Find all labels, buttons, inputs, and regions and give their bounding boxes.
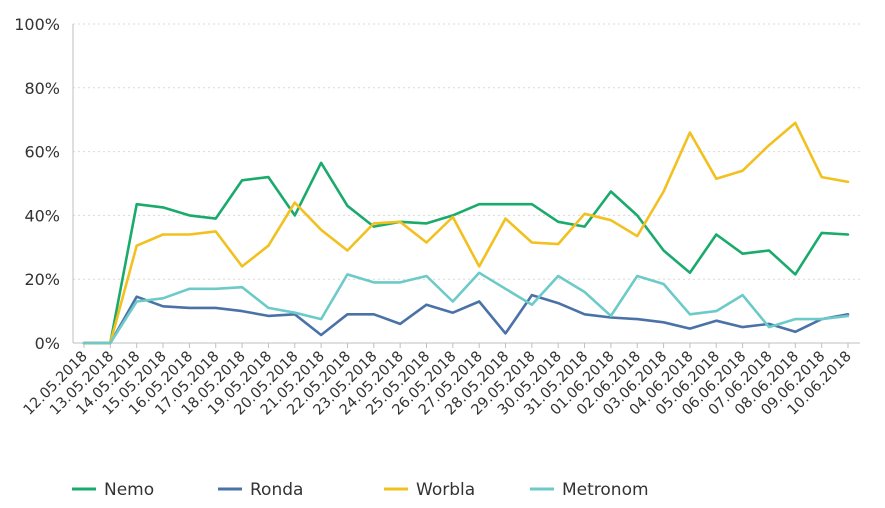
- y-tick-label: 60%: [24, 143, 60, 162]
- legend-label-nemo: Nemo: [104, 480, 154, 500]
- series-line-worbla: [82, 121, 850, 345]
- y-axis: 0% 20% 40% 60% 80% 100%: [14, 15, 60, 353]
- legend-label-worbla: Worbla: [416, 480, 475, 500]
- y-tick-label: 40%: [24, 206, 60, 225]
- series-line-nemo: [82, 161, 850, 345]
- legend-label-metronom: Metronom: [562, 480, 649, 500]
- grid-layer: [72, 23, 860, 344]
- y-tick-label: 0%: [35, 334, 60, 353]
- y-tick-label: 100%: [14, 15, 60, 34]
- y-tick-label: 20%: [24, 270, 60, 289]
- legend: Nemo Ronda Worbla Metronom: [72, 480, 649, 500]
- legend-label-ronda: Ronda: [250, 480, 303, 500]
- y-tick-label: 80%: [24, 79, 60, 98]
- x-axis: 12.05.201813.05.201814.05.201815.05.2018…: [21, 343, 855, 419]
- series-line-metronom: [82, 271, 850, 345]
- series-line-ronda: [82, 293, 850, 345]
- series-layer: [82, 121, 850, 345]
